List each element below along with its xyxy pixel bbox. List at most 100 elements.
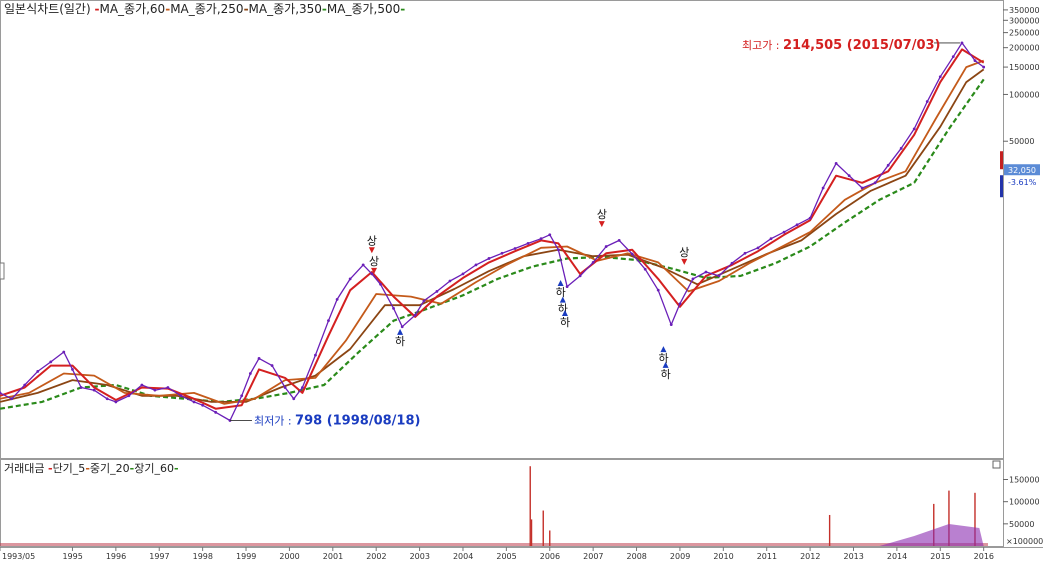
close-point-41 <box>474 263 478 267</box>
price-annotations: 최고가 : 214,505 (2015/07/03) 최저가 : 798 (199… <box>229 38 960 428</box>
close-point-64 <box>756 246 760 250</box>
volume-unit-label: ×100000 <box>1006 537 1043 546</box>
x-tick-label-18: 2012 <box>800 552 820 561</box>
close-point-44 <box>513 247 517 250</box>
close-point-38 <box>435 290 439 293</box>
close-point-81 <box>973 59 977 63</box>
price-chart-title: 일본식차트(일간) <box>4 2 91 16</box>
price-legend-sep-0: - <box>94 2 99 16</box>
close-point-22 <box>257 357 261 360</box>
volume-legend-sep-1: - <box>85 462 90 475</box>
close-point-34 <box>392 306 395 310</box>
x-tick-label-14: 2008 <box>627 552 647 561</box>
x-tick-label-7: 2001 <box>323 552 343 561</box>
close-point-65 <box>769 237 773 241</box>
price-legend-sep-3: - <box>322 2 327 16</box>
close-point-53 <box>617 239 621 242</box>
limit-marker-label-5: 하 <box>560 315 570 329</box>
price-y-tick-label-2: 250000 <box>1009 29 1040 38</box>
close-point-56 <box>656 288 660 292</box>
close-point-74 <box>886 163 890 167</box>
volume-legend: 거래대금 -단기_5-중기_20-장기_60- <box>4 462 179 475</box>
close-point-16 <box>192 400 196 404</box>
close-point-3 <box>36 370 40 373</box>
x-tick-label-11: 2005 <box>496 552 516 561</box>
close-point-30 <box>348 277 352 281</box>
close-point-39 <box>448 279 452 283</box>
x-tick-label-9: 2003 <box>410 552 430 561</box>
x-axis-labels: 1993/05 1995 1996 1997 1998 1999 2000 2001 2002 2… <box>0 547 994 561</box>
limit-arrow-4 <box>559 296 566 303</box>
x-tick-label-20: 2014 <box>887 552 907 561</box>
close-point-80 <box>960 41 964 45</box>
close-point-0 <box>0 391 2 395</box>
low-annotation: 최저가 : 798 (1998/08/18) <box>254 413 420 428</box>
price-legend-sep-2: - <box>244 2 249 16</box>
price-y-tick-label-0: 350000 <box>1009 6 1040 15</box>
price-legend: 일본식차트(일간) -MA_종가,60-MA_종가,250-MA_종가,350-… <box>4 2 405 16</box>
volume-spike-0 <box>529 466 531 546</box>
close-point-63 <box>743 251 747 255</box>
price-axis-down-bar <box>1000 175 1003 198</box>
close-point-82 <box>982 65 986 69</box>
close-point-29 <box>335 297 339 301</box>
limit-marker-label-7: 하 <box>658 351 668 365</box>
close-point-52 <box>604 245 608 248</box>
volume-spike-3 <box>549 530 551 546</box>
high-annotation: 최고가 : 214,505 (2015/07/03) <box>742 38 941 53</box>
volume-legend-sep-0: - <box>48 462 53 475</box>
x-tick-label-0: 1993/05 <box>2 552 35 561</box>
volume-spike-5 <box>933 503 935 546</box>
close-point-27 <box>314 353 317 357</box>
x-tick-label-13: 2007 <box>583 552 603 561</box>
volume-legend-sep-2: - <box>130 462 135 475</box>
limit-marker-label-0: 상 <box>367 234 377 247</box>
close-point-50 <box>578 274 582 278</box>
close-point-78 <box>938 75 942 79</box>
close-point-18 <box>214 410 218 414</box>
close-point-49 <box>565 285 569 288</box>
x-tick-label-8: 2002 <box>366 552 386 561</box>
x-tick-label-4: 1998 <box>193 552 213 561</box>
series-line-4 <box>0 78 985 410</box>
volume-spike-6 <box>948 490 950 546</box>
volume-spike-1 <box>530 519 533 546</box>
volume-baseline-band <box>0 543 988 546</box>
close-point-61 <box>717 274 721 278</box>
x-tick-label-5: 1999 <box>236 552 256 561</box>
price-legend-label-0: MA_종가,60 <box>99 2 165 16</box>
volume-spike-2 <box>542 510 544 546</box>
volume-legend-label-0: 단기_5 <box>53 462 86 475</box>
close-point-69 <box>821 186 825 190</box>
limit-marker-label-6: 상 <box>597 208 607 221</box>
close-point-4 <box>49 360 53 364</box>
close-point-79 <box>951 55 955 59</box>
limit-arrow-8 <box>662 361 669 368</box>
close-point-1 <box>10 397 14 401</box>
volume-legend-label-2: 장기_60 <box>134 462 174 475</box>
close-point-28 <box>327 319 330 323</box>
limit-arrow-2 <box>397 328 404 335</box>
close-point-62 <box>730 261 734 265</box>
close-point-45 <box>526 242 530 245</box>
splitter-handle[interactable] <box>0 262 5 280</box>
limit-arrow-9 <box>681 258 688 265</box>
close-point-13 <box>153 388 157 392</box>
current-price-box <box>1004 164 1040 176</box>
x-tick-label-3: 1997 <box>149 552 169 561</box>
price-axis-up-bar <box>1000 151 1003 170</box>
price-series-group <box>0 41 986 422</box>
volume-panel-toggle-button[interactable] <box>992 460 1001 469</box>
close-point-14 <box>166 386 170 389</box>
close-point-68 <box>808 216 812 220</box>
close-point-15 <box>179 394 183 398</box>
close-point-33 <box>379 282 382 286</box>
volume-spike-7 <box>974 492 976 546</box>
close-point-72 <box>860 186 864 190</box>
x-tick-label-12: 2006 <box>540 552 560 561</box>
low-annotation-value: 798 (1998/08/18) <box>295 413 420 428</box>
limit-arrow-5 <box>561 310 568 317</box>
